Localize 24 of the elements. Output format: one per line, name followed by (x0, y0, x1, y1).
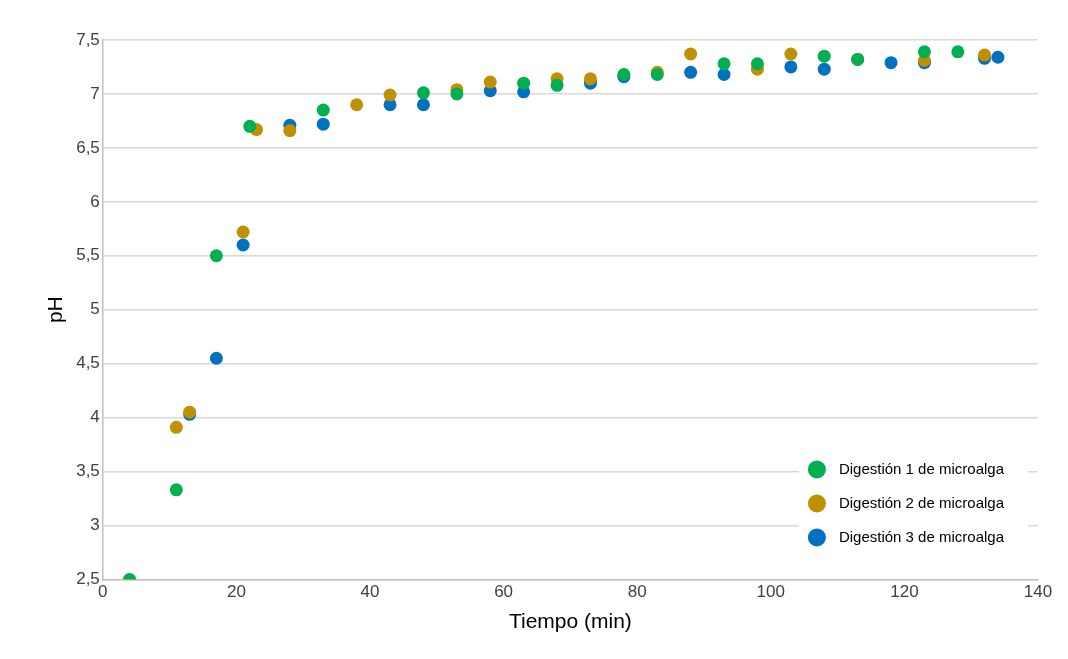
x-tick-label: 120 (890, 582, 919, 602)
y-tick-label: 4 (90, 407, 100, 427)
x-tick-label: 0 (98, 582, 108, 602)
legend-label: Digestión 1 de microalga (838, 459, 1005, 477)
y-tick-label: 5,5 (76, 245, 100, 265)
y-tick-label: 3 (90, 515, 100, 535)
y-tick-label: 3,5 (76, 461, 100, 481)
y-tick-label: 7 (90, 83, 100, 103)
y-tick-label: 6,5 (76, 137, 100, 157)
legend-label: Digestión 3 de microalga (838, 527, 1005, 545)
x-tick-label: 40 (360, 582, 380, 602)
legend-label: Digestión 2 de microalga (838, 493, 1005, 511)
y-tick-label: 5 (90, 299, 100, 319)
y-tick-label: 4,5 (76, 353, 100, 373)
x-tick-label: 80 (627, 582, 647, 602)
x-tick-label: 60 (494, 582, 514, 602)
y-tick-label: 7,5 (76, 29, 100, 49)
x-tick-label: 20 (226, 582, 246, 602)
x-tick-label: 100 (756, 582, 785, 602)
x-axis-title: Tiempo (min) (508, 609, 632, 633)
y-tick-label: 2,5 (76, 569, 100, 589)
y-axis-title: pH (43, 296, 67, 324)
y-tick-label: 6 (90, 191, 100, 211)
x-tick-label: 140 (1023, 582, 1053, 602)
